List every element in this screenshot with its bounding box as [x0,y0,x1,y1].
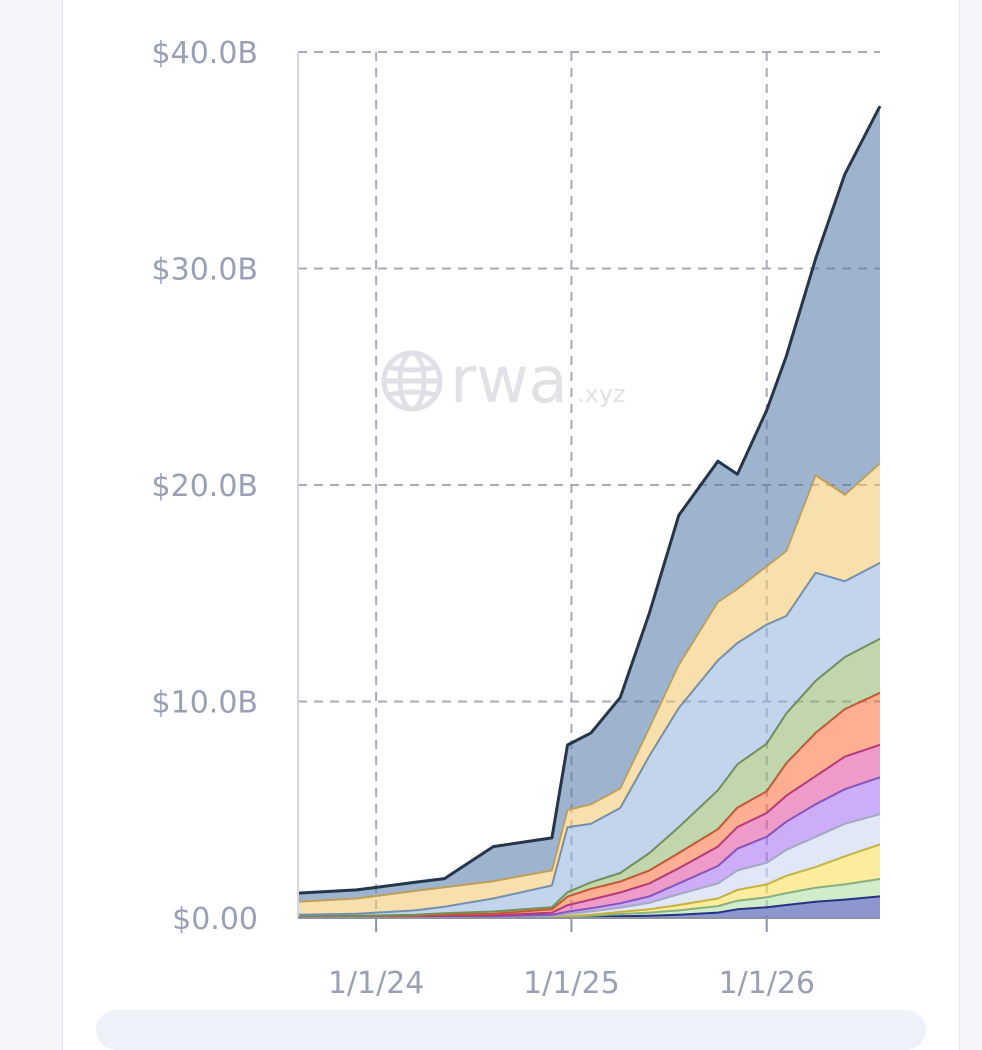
area-series-1 [298,879,880,917]
chart-areas [297,105,882,918]
chart-tick-labels: $0.00 $10.0B $20.0B $30.0B $40.0B 1/1/24 1/1/2… [152,36,815,1001]
area-series-3 [298,814,880,917]
y-tick-label: $10.0B [152,686,258,721]
series-line-8 [297,562,881,916]
area-series-0 [298,896,880,918]
chart-axes [297,52,880,932]
globe-icon [381,350,443,412]
area-series-6 [298,692,880,917]
watermark-suffix: .xyz [577,380,626,408]
y-tick-label: $0.00 [172,902,258,937]
series-line-7 [298,637,881,917]
area-series-10 [298,106,880,902]
area-series-9 [298,463,880,915]
y-tick-label: $30.0B [152,253,258,288]
watermark: rwa .xyz [381,344,626,418]
series-line-10 [297,105,882,895]
area-series-8 [298,562,880,916]
area-series-7 [298,638,880,917]
stacked-area-chart: $0.00 $10.0B $20.0B $30.0B $40.0B 1/1/24 1/1/2… [152,36,882,1001]
area-series-4 [298,777,880,917]
series-line-5 [298,743,881,918]
series-line-9 [297,462,881,903]
x-tick-label: 1/1/24 [328,966,425,1001]
area-series-2 [298,844,880,917]
watermark-brand: rwa [450,344,568,418]
series-line-6 [298,691,881,918]
y-tick-label: $40.0B [152,36,258,71]
area-series-5 [298,744,880,917]
y-tick-label: $20.0B [152,469,258,504]
x-tick-label: 1/1/25 [523,966,620,1001]
x-tick-label: 1/1/26 [718,966,815,1001]
